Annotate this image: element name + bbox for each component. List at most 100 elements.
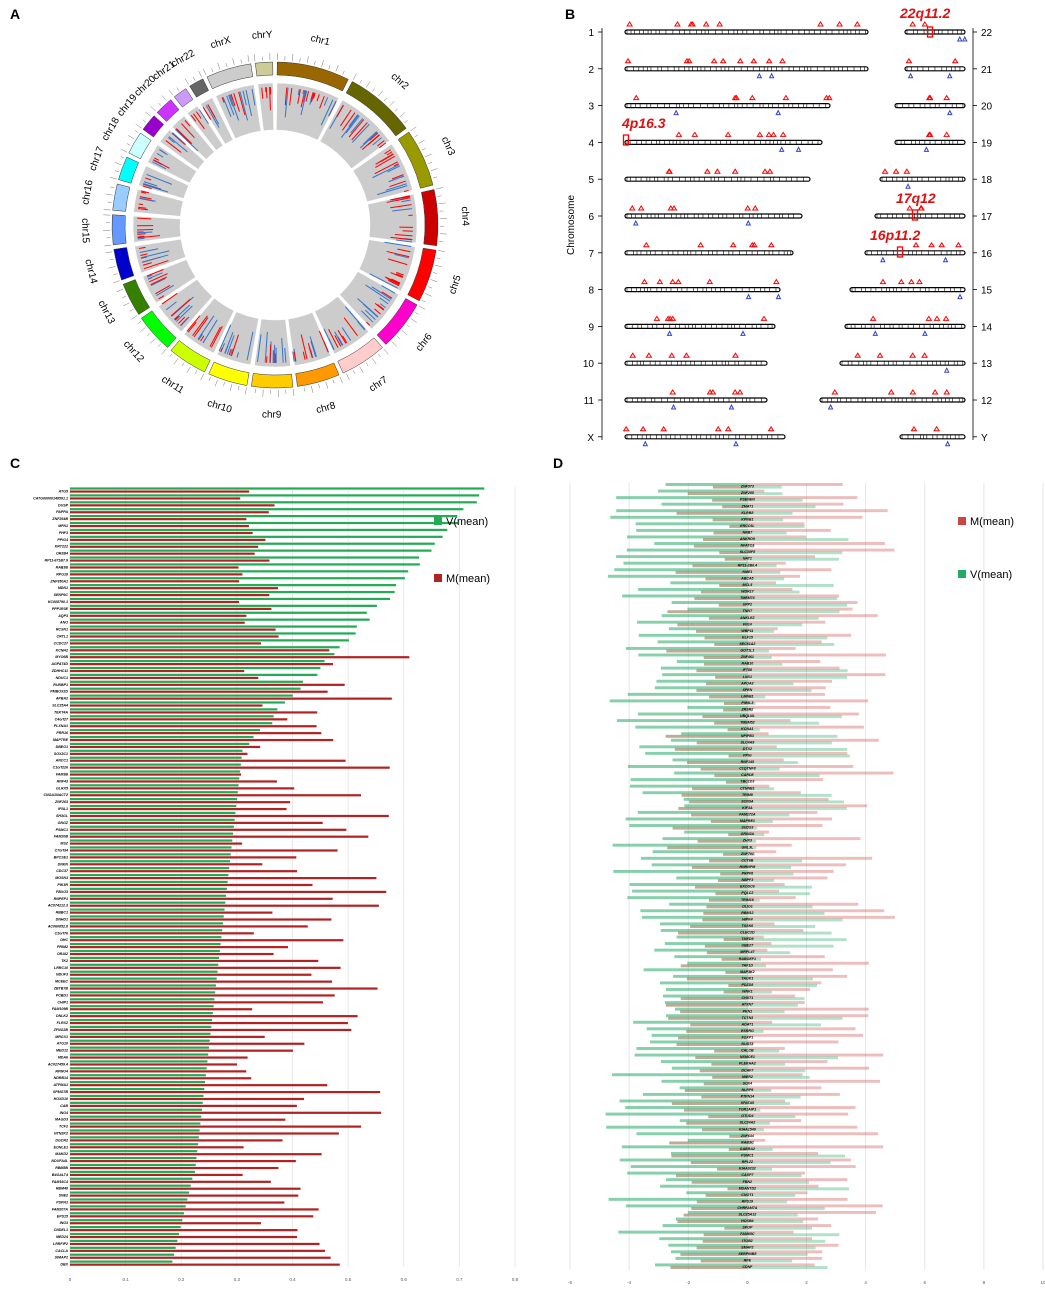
category-label: LRRFIP2 [53,1242,68,1246]
loss-spike [323,97,329,106]
bar-v-mean [70,853,231,856]
category-label: NDUC1 [56,676,68,680]
gain-spike [374,161,398,175]
axis-tick [114,162,122,166]
category-label: NAT1 [743,557,752,561]
bar-m-mean [70,566,239,569]
bar-v-mean-neg [666,1178,748,1182]
bar-m-mean [70,663,334,666]
gain-marker [724,131,732,137]
axis-tick [418,305,426,310]
bar-v-mean-pos [747,911,825,915]
bar-v-mean-pos [747,629,775,633]
bar-m-mean-pos [747,686,826,690]
bar-m-mean-pos [747,902,859,906]
bar-v-mean-pos [747,1141,754,1145]
category-label: C2orf76 [55,931,69,935]
bar-v-mean [70,908,225,911]
bar-v-mean-neg [674,1007,748,1011]
left-chromosome-label: 2 [588,65,594,76]
bar-m-mean-neg [712,1075,748,1079]
category-label: CACLA [55,1249,68,1253]
chromosome-label: chrX [209,35,232,52]
bar-m-mean [70,1235,298,1239]
gain-spike [195,111,202,119]
axis-tick [391,341,397,347]
axis-tick [335,65,339,72]
bar-v-mean-pos [747,636,828,640]
loss-marker [733,440,739,447]
bar-m-mean-neg [684,1108,748,1112]
axis-tick [325,381,329,389]
bar-m-mean-neg [683,1213,748,1217]
loss-spike [328,338,335,350]
bar-v-mean [70,715,274,718]
bar-v-mean-neg [681,732,748,736]
category-label: OLIG1 [742,904,753,908]
category-label: PRR16 [56,731,69,735]
gain-spike [220,347,223,353]
loss-marker [961,35,968,42]
bar-v-mean-neg [654,542,748,545]
loss-marker [632,219,639,226]
category-label: CCDC27 [54,641,69,645]
bar-v-mean [70,942,221,946]
bar-v-mean-neg [654,948,748,952]
loss-spike [143,183,161,190]
bar-m-mean-neg [680,1010,748,1014]
category-label: AC027459.4 [47,1062,68,1066]
category-label: HNRNPM [739,865,756,869]
gain-spike [221,97,225,103]
bar-m-mean-neg [727,728,748,732]
gain-marker [892,168,900,174]
bar-m-mean [70,856,297,859]
gain-spike [389,195,410,201]
chromosome-left [624,29,869,35]
loss-spike [365,284,391,302]
bar-m-mean [70,1153,322,1156]
gain-spike [150,276,167,286]
cnv-track [171,115,215,160]
category-label: RBM8B [55,1166,68,1170]
bar-v-mean [70,659,325,663]
chromosome-band [173,88,194,108]
gain-spike [161,292,178,305]
gain-spike [192,113,205,130]
bar-v-mean-pos [747,885,813,889]
bar-m-mean [70,1132,339,1135]
bar-m-mean-pos [747,1158,851,1162]
bar-v-mean-pos [747,1069,806,1073]
category-label: ANKLE2 [739,616,754,620]
axis-tick [430,168,438,172]
gain-marker [933,425,941,432]
bar-v-mean-neg [658,489,748,493]
axis-tick [134,130,139,133]
gain-spike [310,92,314,101]
category-label: CHST1 [741,996,753,1000]
category-label: RBM48 [56,1187,68,1191]
axis-tick [418,139,425,144]
bar-v-mean [70,1177,193,1180]
axis-tick [128,135,135,140]
loss-spike [366,131,377,141]
bar-v-mean-neg [637,810,748,814]
bar-m-mean-pos [747,830,770,834]
category-label: MAPTRE [53,738,69,742]
category-label: MRGX1 [55,1035,68,1039]
gain-marker [729,241,737,248]
bar-m-mean [70,524,249,528]
bar-v-mean [70,956,220,959]
loss-spike [328,101,337,117]
bar-v-mean-neg [627,692,748,696]
category-label: CLEC2D [740,931,755,935]
category-label: PTPN14 [741,1095,755,1099]
bar-v-mean [70,901,226,904]
loss-spike [381,285,396,294]
bar-m-mean [70,814,389,818]
category-label: MIER2 [742,1075,753,1079]
chromosome-label: chr11 [159,374,186,397]
axis-tick [401,330,408,336]
gain-marker [667,205,675,211]
axis-tick [157,343,161,348]
gain-marker [931,389,939,395]
